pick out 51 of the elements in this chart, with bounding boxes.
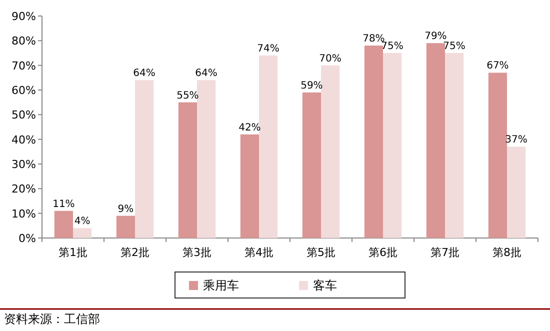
x-tick-label: 第7批 xyxy=(430,246,460,259)
x-tick-label: 第8批 xyxy=(492,246,522,259)
data-label: 70% xyxy=(319,53,342,64)
y-tick-label: 40% xyxy=(12,133,36,146)
data-label: 11% xyxy=(52,198,75,210)
y-tick-label: 90% xyxy=(12,10,36,23)
x-tick-label: 第6批 xyxy=(368,246,398,259)
x-tick-label: 第3批 xyxy=(182,246,212,259)
bar xyxy=(135,80,154,238)
bar xyxy=(54,210,73,238)
bar xyxy=(116,216,135,238)
data-label: 9% xyxy=(118,204,134,215)
y-tick-label: 70% xyxy=(12,59,36,72)
bar xyxy=(364,46,383,238)
bar xyxy=(383,53,402,238)
bar xyxy=(426,43,445,238)
x-tick-label: 第1批 xyxy=(58,246,88,259)
y-tick-label: 80% xyxy=(12,34,36,48)
bar xyxy=(73,228,92,238)
y-tick-label: 0% xyxy=(18,232,36,245)
bar xyxy=(321,65,340,238)
data-label: 4% xyxy=(74,216,90,228)
y-tick-label: 60% xyxy=(12,84,36,97)
bar xyxy=(178,102,197,238)
y-tick-label: 20% xyxy=(12,182,36,196)
data-label: 37% xyxy=(505,134,528,146)
data-label: 75% xyxy=(443,41,466,52)
data-label: 42% xyxy=(238,122,261,134)
y-tick-label: 30% xyxy=(12,158,36,171)
bar xyxy=(197,80,216,238)
y-tick-label: 10% xyxy=(12,207,36,220)
bar xyxy=(445,53,464,238)
data-label: 55% xyxy=(176,90,199,102)
bar xyxy=(302,92,321,238)
text: 资料来源：工信部 xyxy=(4,312,100,326)
x-tick-label: 第2批 xyxy=(120,246,150,259)
data-label: 67% xyxy=(486,60,509,72)
data-label: 74% xyxy=(257,43,280,54)
legend-label: 客车 xyxy=(313,278,337,292)
data-label: 64% xyxy=(133,68,156,80)
legend-label: 乘用车 xyxy=(203,278,239,292)
bar xyxy=(259,55,278,238)
bar xyxy=(507,146,526,238)
data-label: 79% xyxy=(424,31,447,42)
x-tick-label: 第4批 xyxy=(244,246,274,259)
data-label: 59% xyxy=(300,80,323,92)
data-label: 64% xyxy=(195,68,218,80)
x-tick-label: 第5批 xyxy=(306,246,336,259)
bar xyxy=(488,72,507,238)
y-tick-label: 50% xyxy=(12,108,36,122)
bar xyxy=(240,134,259,238)
